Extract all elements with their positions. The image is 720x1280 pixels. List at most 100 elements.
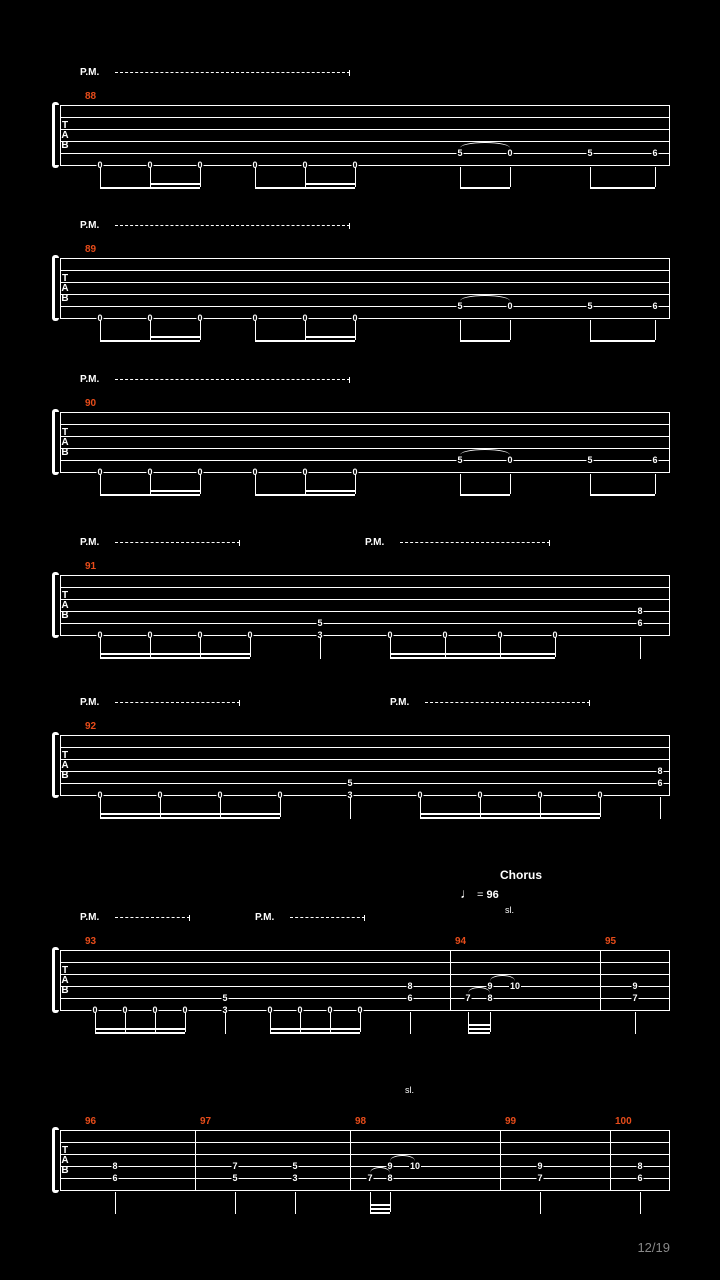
fret-number: 6: [651, 301, 658, 311]
palm-mute-extent: [290, 917, 365, 918]
fret-number: 3: [291, 1173, 298, 1183]
measure-number: 88: [85, 91, 96, 102]
fret-number: 8: [386, 1173, 393, 1183]
tab-system: TAB00005300008692P.M.P.M.: [60, 735, 670, 795]
fret-number: 7: [231, 1161, 238, 1171]
palm-mute-extent: [115, 379, 350, 380]
fret-number: 5: [231, 1173, 238, 1183]
measure-number: 93: [85, 936, 96, 947]
fret-number: 0: [506, 148, 513, 158]
staff-lines: 0000005056: [60, 412, 670, 472]
fret-number: 5: [456, 148, 463, 158]
tie: [468, 987, 490, 993]
tab-system: TAB000000505689P.M.: [60, 258, 670, 318]
fret-number: 6: [651, 455, 658, 465]
measure-number: 97: [200, 1116, 211, 1127]
fret-number: 5: [586, 455, 593, 465]
measure-number: 91: [85, 561, 96, 572]
tab-system: TAB000000505688P.M.: [60, 105, 670, 165]
page-number: 12/19: [637, 1240, 670, 1255]
fret-number: 8: [406, 981, 413, 991]
fret-number: 10: [509, 981, 521, 991]
palm-mute-label: P.M.: [255, 912, 274, 923]
measure-number: 98: [355, 1116, 366, 1127]
fret-number: 8: [636, 1161, 643, 1171]
tie: [390, 1155, 415, 1161]
fret-number: 5: [221, 993, 228, 1003]
fret-number: 6: [651, 148, 658, 158]
palm-mute-extent: [115, 72, 350, 73]
barline: [350, 1130, 351, 1190]
barline: [450, 950, 451, 1010]
staff-lines: 0000530000867891097: [60, 950, 670, 1010]
palm-mute-label: P.M.: [80, 67, 99, 78]
palm-mute-label: P.M.: [365, 537, 384, 548]
fret-number: 7: [631, 993, 638, 1003]
measure-number: 99: [505, 1116, 516, 1127]
fret-number: 8: [656, 766, 663, 776]
fret-number: 7: [536, 1173, 543, 1183]
measure-number: 90: [85, 398, 96, 409]
section-label: Chorus: [500, 868, 542, 882]
barline: [195, 1130, 196, 1190]
tie: [460, 449, 510, 455]
tie: [460, 295, 510, 301]
tempo-marking: ♩ = 96: [460, 885, 499, 901]
fret-number: 8: [111, 1161, 118, 1171]
palm-mute-extent: [115, 702, 240, 703]
barline: [500, 1130, 501, 1190]
barline: [610, 1130, 611, 1190]
palm-mute-extent: [425, 702, 590, 703]
slide-label: sl.: [505, 905, 514, 915]
tab-system: TAB00005300008691P.M.P.M.: [60, 575, 670, 635]
palm-mute-label: P.M.: [80, 697, 99, 708]
fret-number: 5: [291, 1161, 298, 1171]
tab-system: TAB000000505690P.M.: [60, 412, 670, 472]
fret-number: 6: [406, 993, 413, 1003]
palm-mute-label: P.M.: [80, 220, 99, 231]
fret-number: 8: [486, 993, 493, 1003]
palm-mute-extent: [400, 542, 550, 543]
barline: [600, 950, 601, 1010]
palm-mute-extent: [115, 542, 240, 543]
fret-number: 5: [456, 455, 463, 465]
fret-number: 0: [506, 301, 513, 311]
tie: [490, 975, 515, 981]
measure-number: 89: [85, 244, 96, 255]
fret-number: 9: [536, 1161, 543, 1171]
fret-number: 6: [636, 1173, 643, 1183]
fret-number: 7: [366, 1173, 373, 1183]
tie: [370, 1167, 390, 1173]
slide-label: sl.: [405, 1085, 414, 1095]
fret-number: 5: [586, 301, 593, 311]
fret-number: 6: [636, 618, 643, 628]
fret-number: 7: [464, 993, 471, 1003]
fret-number: 0: [506, 455, 513, 465]
staff-lines: 867553798109786: [60, 1130, 670, 1190]
fret-number: 9: [631, 981, 638, 991]
measure-number: 94: [455, 936, 466, 947]
fret-number: 5: [456, 301, 463, 311]
palm-mute-extent: [115, 225, 350, 226]
palm-mute-extent: [115, 917, 190, 918]
fret-number: 5: [346, 778, 353, 788]
tab-system: TAB86755379810978696979899100sl.: [60, 1130, 670, 1190]
palm-mute-label: P.M.: [80, 374, 99, 385]
staff-lines: 000053000086: [60, 575, 670, 635]
palm-mute-label: P.M.: [80, 912, 99, 923]
measure-number: 96: [85, 1116, 96, 1127]
staff-lines: 0000005056: [60, 105, 670, 165]
measure-number: 100: [615, 1116, 632, 1127]
measure-number: 92: [85, 721, 96, 732]
fret-number: 10: [409, 1161, 421, 1171]
fret-number: 8: [636, 606, 643, 616]
staff-lines: 0000005056: [60, 258, 670, 318]
palm-mute-label: P.M.: [80, 537, 99, 548]
staff-lines: 000053000086: [60, 735, 670, 795]
fret-number: 6: [111, 1173, 118, 1183]
palm-mute-label: P.M.: [390, 697, 409, 708]
fret-number: 5: [586, 148, 593, 158]
tab-system: TAB0000530000867891097939495P.M.P.M.Chor…: [60, 950, 670, 1010]
fret-number: 6: [656, 778, 663, 788]
fret-number: 5: [316, 618, 323, 628]
